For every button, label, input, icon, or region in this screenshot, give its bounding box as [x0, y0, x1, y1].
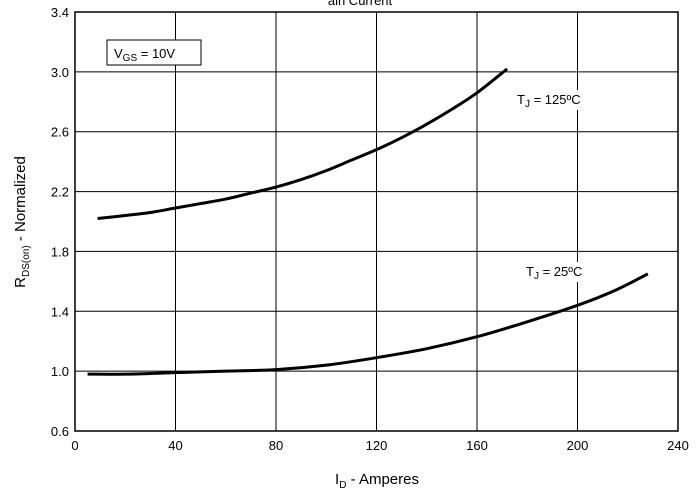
x-axis-title-main: I	[335, 471, 339, 488]
condition-label-main: V	[114, 46, 123, 61]
series-label-25-sub: J	[534, 271, 539, 282]
x-tick-labels: 0 40 80 120 160 200 240	[71, 438, 688, 453]
y-tick-label: 2.6	[51, 125, 69, 140]
series-label-125-rest: = 125ºC	[530, 92, 581, 107]
x-tick-label: 40	[168, 438, 182, 453]
series-label-25-rest: = 25ºC	[539, 264, 582, 279]
y-axis-title-sub: DS(on)	[21, 245, 32, 277]
x-tick-label: 120	[366, 438, 388, 453]
y-tick-label: 1.0	[51, 364, 69, 379]
series-label-125-main: T	[517, 92, 525, 107]
series-label-25-main: T	[526, 264, 534, 279]
y-tick-labels: 0.6 1.0 1.4 1.8 2.2 2.6 3.0 3.4	[51, 5, 69, 439]
x-tick-label: 240	[667, 438, 689, 453]
plot-frame	[74, 11, 679, 432]
series-line-0	[97, 67, 509, 220]
series-lines	[87, 67, 649, 376]
y-axis-title: RDS(on) - Normalized	[12, 156, 32, 288]
x-tick-label: 80	[269, 438, 283, 453]
condition-label: VGS = 10V	[114, 46, 175, 64]
condition-label-sub: GS	[123, 53, 138, 64]
series-label-bg-25	[522, 262, 602, 282]
series-label-125: TJ = 125ºC	[517, 92, 581, 110]
x-axis-title-sub: D	[339, 480, 346, 491]
condition-label-rest: = 10V	[137, 46, 175, 61]
chart-title-fragment: ain Current	[328, 0, 393, 8]
x-tick-label: 0	[71, 438, 78, 453]
series-label-125-sub: J	[525, 99, 530, 110]
y-tick-label: 1.8	[51, 244, 69, 259]
series-line-1	[87, 272, 649, 376]
grid	[74, 11, 679, 432]
x-tick-label: 160	[466, 438, 488, 453]
y-tick-label: 2.2	[51, 185, 69, 200]
y-axis-title-rest: - Normalized	[12, 156, 29, 245]
y-tick-label: 3.0	[51, 65, 69, 80]
series-label-25: TJ = 25ºC	[526, 264, 582, 282]
y-axis-title-main: R	[12, 277, 29, 288]
x-axis-title-rest: - Amperes	[346, 471, 419, 488]
series-label-bg-125	[513, 90, 601, 110]
y-tick-label: 0.6	[51, 424, 69, 439]
x-axis-title: ID - Amperes	[335, 471, 419, 491]
condition-box	[106, 39, 202, 66]
y-tick-label: 3.4	[51, 5, 69, 20]
x-tick-label: 200	[567, 438, 589, 453]
y-tick-label: 1.4	[51, 304, 69, 319]
